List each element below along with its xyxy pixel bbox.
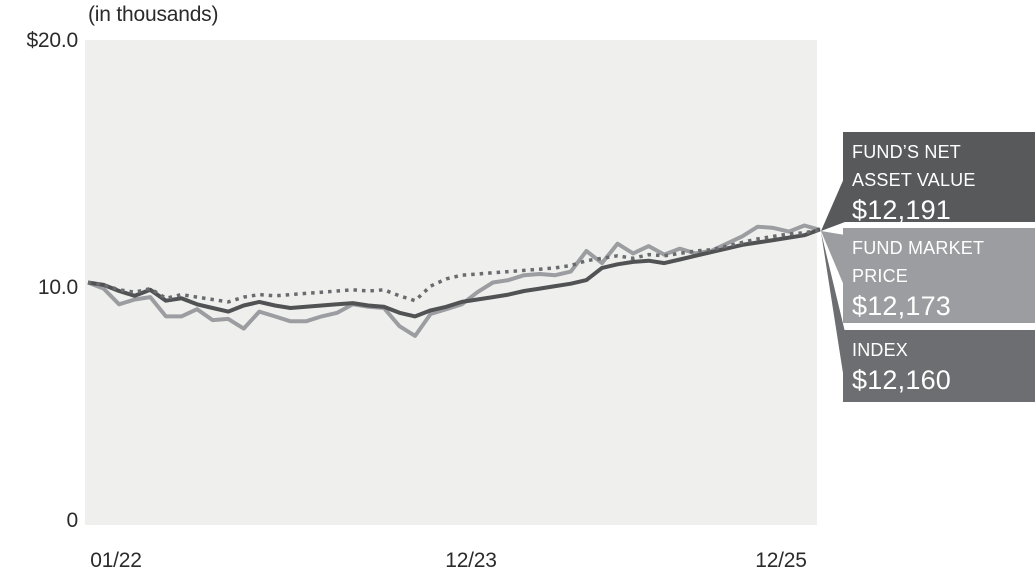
y-tick-20000: $20.0 — [26, 29, 78, 52]
legend-value-net-asset-value: $12,191 — [852, 195, 951, 225]
callout-pointer-index — [821, 232, 845, 386]
x-tick-1223: 12/23 — [445, 549, 497, 572]
y-tick-0: 0 — [66, 509, 79, 532]
callout-pointer-market — [821, 231, 845, 288]
series-line-fund-market-price — [87, 223, 821, 338]
legend-title-market-price: FUND MARKET PRICE — [852, 238, 984, 286]
legend-box-index: INDEX $12,160 — [843, 330, 1035, 402]
legend-box-market-price: FUND MARKET PRICE $12,173 — [843, 228, 1035, 323]
legend-title-net-asset-value: FUND’S NET ASSET VALUE — [852, 142, 976, 190]
y-tick-10000: 10.0 — [37, 276, 78, 299]
series-line-index — [87, 228, 821, 304]
legend-value-market-price: $12,173 — [852, 291, 951, 321]
x-tick-0122: 01/22 — [90, 549, 142, 572]
legend-value-index: $12,160 — [852, 365, 951, 395]
callout-pointer-nav — [821, 176, 845, 231]
units-label: (in thousands) — [88, 3, 219, 26]
legend-title-index: INDEX — [852, 340, 909, 360]
legend-box-net-asset-value: FUND’S NET ASSET VALUE $12,191 — [843, 132, 1035, 225]
plot-area — [85, 40, 817, 525]
series-line-fund-s-net-asset-value — [87, 227, 821, 319]
x-tick-1225: 12/25 — [755, 549, 807, 572]
